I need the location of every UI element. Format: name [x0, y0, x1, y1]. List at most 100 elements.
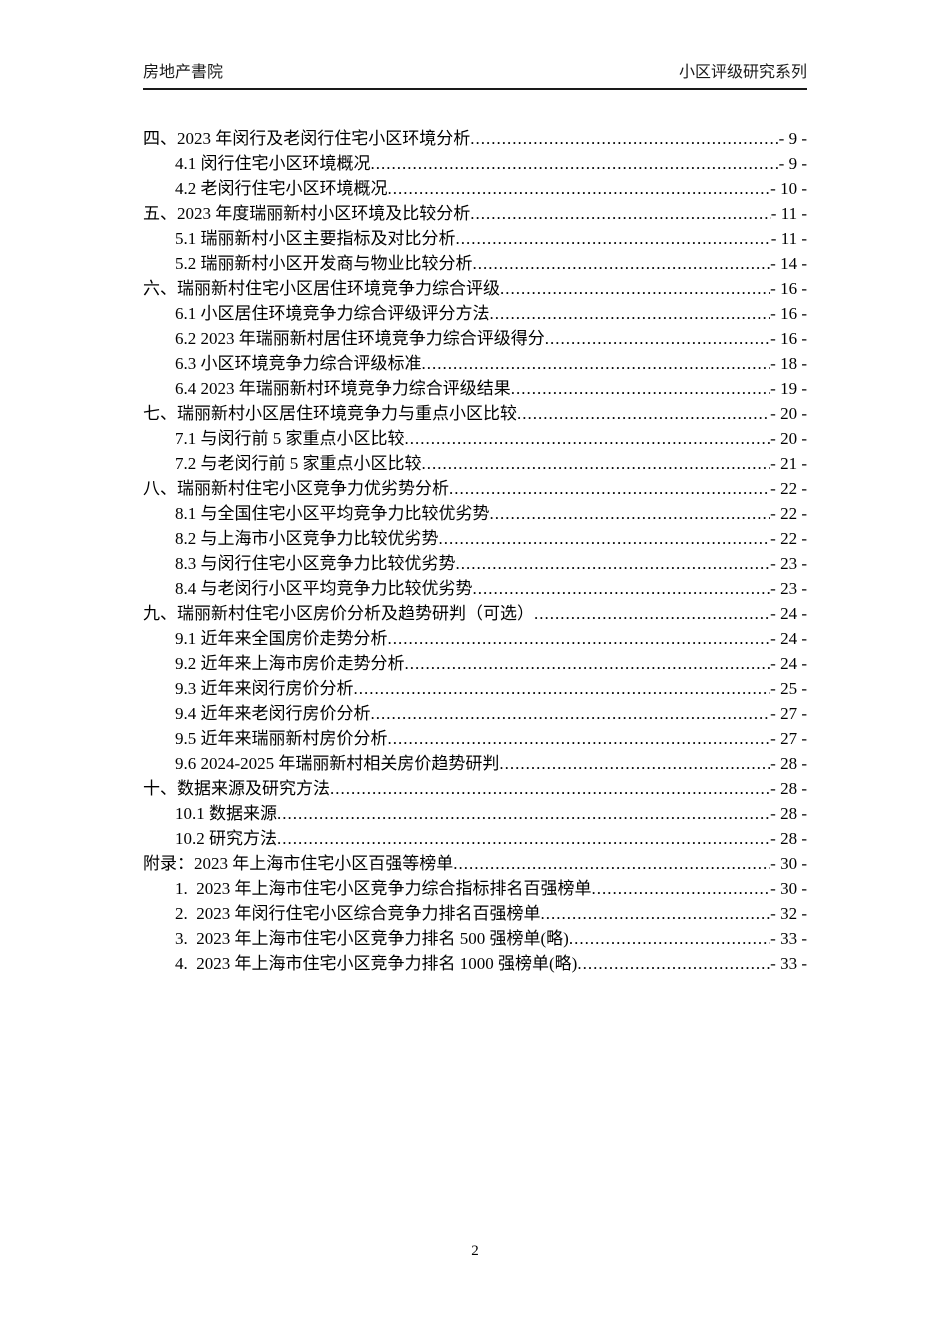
toc-entry-title: 四、2023 年闵行及老闵行住宅小区环境分析: [143, 129, 471, 148]
toc-entry-page: - 19 -: [770, 379, 807, 398]
dot-leader: [511, 376, 770, 401]
toc-entry-title: 3. 2023 年上海市住宅小区竞争力排名 500 强榜单(略): [175, 929, 569, 948]
toc-entry-title: 七、瑞丽新村小区居住环境竞争力与重点小区比较: [143, 404, 517, 423]
toc-entry: 九、瑞丽新村住宅小区房价分析及趋势研判（可选） - 24 -: [143, 601, 807, 626]
toc-entry: 6.4 2023 年瑞丽新村环境竞争力综合评级结果 - 19 -: [143, 376, 807, 401]
toc-entry-title: 1. 2023 年上海市住宅小区竞争力综合指标排名百强榜单: [175, 879, 592, 898]
toc-entry: 10.2 研究方法 - 28 -: [143, 826, 807, 851]
toc-entry: 6.2 2023 年瑞丽新村居住环境竞争力综合评级得分 - 16 -: [143, 326, 807, 351]
toc-entry-title: 9.6 2024-2025 年瑞丽新村相关房价趋势研判: [175, 754, 500, 773]
dot-leader: [517, 401, 770, 426]
toc-entry: 1. 2023 年上海市住宅小区竞争力综合指标排名百强榜单 - 30 -: [143, 876, 807, 901]
dot-leader: [500, 276, 770, 301]
toc-entry: 八、瑞丽新村住宅小区竞争力优劣势分析 - 22 -: [143, 476, 807, 501]
toc-entry: 5.1 瑞丽新村小区主要指标及对比分析 - 11 -: [143, 226, 807, 251]
toc-entry-title: 8.1 与全国住宅小区平均竞争力比较优劣势: [175, 504, 490, 523]
toc-entry: 五、2023 年度瑞丽新村小区环境及比较分析 - 11 -: [143, 201, 807, 226]
toc-entry-title: 6.1 小区居住环境竞争力综合评级评分方法: [175, 304, 490, 323]
dot-leader: [422, 351, 771, 376]
toc-entry-page: - 22 -: [770, 504, 807, 523]
dot-leader: [490, 301, 771, 326]
toc-entry-page: - 32 -: [770, 904, 807, 923]
toc-entry: 4.2 老闵行住宅小区环境概况 - 10 -: [143, 176, 807, 201]
toc-entry-title: 十、数据来源及研究方法: [143, 779, 330, 798]
toc-entry-page: - 22 -: [770, 479, 807, 498]
toc-entry-title: 9.5 近年来瑞丽新村房价分析: [175, 729, 388, 748]
toc-entry: 8.4 与老闵行小区平均竞争力比较优劣势 - 23 -: [143, 576, 807, 601]
dot-leader: [470, 126, 778, 151]
dot-leader: [453, 851, 770, 876]
dot-leader: [371, 701, 771, 726]
dot-leader: [388, 176, 771, 201]
dot-leader: [592, 876, 771, 901]
toc-entry-page: - 27 -: [770, 729, 807, 748]
header-left-title: 房地产書院: [143, 64, 224, 81]
toc-entry-page: - 23 -: [770, 579, 807, 598]
toc-entry: 七、瑞丽新村小区居住环境竞争力与重点小区比较 - 20 -: [143, 401, 807, 426]
toc-entry-page: - 10 -: [770, 179, 807, 198]
toc-entry-title: 10.2 研究方法: [175, 829, 277, 848]
toc-entry-page: - 30 -: [770, 854, 807, 873]
toc-entry-title: 9.1 近年来全国房价走势分析: [175, 629, 388, 648]
toc-entry: 6.3 小区环境竞争力综合评级标准 - 18 -: [143, 351, 807, 376]
toc-entry-page: - 33 -: [770, 929, 807, 948]
dot-leader: [456, 226, 771, 251]
toc-entry: 9.2 近年来上海市房价走势分析 - 24 -: [143, 651, 807, 676]
toc-entry-page: - 16 -: [770, 329, 807, 348]
dot-leader: [405, 426, 771, 451]
dot-leader: [388, 626, 771, 651]
dot-leader: [354, 676, 771, 701]
toc-entry-page: - 28 -: [770, 829, 807, 848]
header-right-title: 小区评级研究系列: [678, 64, 807, 81]
toc-entry-title: 8.2 与上海市小区竞争力比较优劣势: [175, 529, 439, 548]
toc-entry: 十、数据来源及研究方法 - 28 -: [143, 776, 807, 801]
toc-entry-page: - 24 -: [770, 604, 807, 623]
toc-entry: 9.1 近年来全国房价走势分析 - 24 -: [143, 626, 807, 651]
dot-leader: [473, 576, 771, 601]
dot-leader: [277, 801, 770, 826]
table-of-contents: 四、2023 年闵行及老闵行住宅小区环境分析- 9 -4.1 闵行住宅小区环境概…: [143, 126, 807, 976]
toc-entry-page: - 24 -: [770, 629, 807, 648]
toc-entry-title: 4. 2023 年上海市住宅小区竞争力排名 1000 强榜单(略): [175, 954, 578, 973]
toc-entry-title: 10.1 数据来源: [175, 804, 277, 823]
toc-entry-page: - 27 -: [770, 704, 807, 723]
toc-entry-title: 5.1 瑞丽新村小区主要指标及对比分析: [175, 229, 456, 248]
dot-leader: [449, 476, 770, 501]
toc-entry: 8.2 与上海市小区竞争力比较优劣势 - 22 -: [143, 526, 807, 551]
toc-entry: 9.5 近年来瑞丽新村房价分析 - 27 -: [143, 726, 807, 751]
toc-entry: 附录：2023 年上海市住宅小区百强等榜单 - 30 -: [143, 851, 807, 876]
dot-leader: [470, 201, 771, 226]
toc-entry-title: 4.2 老闵行住宅小区环境概况: [175, 179, 388, 198]
toc-entry-page: - 30 -: [770, 879, 807, 898]
toc-entry-title: 7.2 与老闵行前 5 家重点小区比较: [175, 454, 422, 473]
toc-entry: 9.4 近年来老闵行房价分析 - 27 -: [143, 701, 807, 726]
dot-leader: [577, 951, 770, 976]
dot-leader: [277, 826, 770, 851]
toc-entry-title: 八、瑞丽新村住宅小区竞争力优劣势分析: [143, 479, 449, 498]
dot-leader: [541, 901, 771, 926]
dot-leader: [371, 151, 779, 176]
toc-entry: 8.3 与闵行住宅小区竞争力比较优劣势 - 23 -: [143, 551, 807, 576]
page-footer: 2: [0, 1243, 950, 1260]
toc-entry: 6.1 小区居住环境竞争力综合评级评分方法 - 16 -: [143, 301, 807, 326]
toc-entry: 六、瑞丽新村住宅小区居住环境竞争力综合评级 - 16 -: [143, 276, 807, 301]
dot-leader: [330, 776, 770, 801]
toc-entry-page: - 11 -: [770, 229, 807, 248]
toc-entry-title: 附录：2023 年上海市住宅小区百强等榜单: [143, 854, 454, 873]
toc-entry-title: 六、瑞丽新村住宅小区居住环境竞争力综合评级: [143, 279, 500, 298]
toc-entry-page: - 28 -: [770, 754, 807, 773]
toc-entry: 9.6 2024-2025 年瑞丽新村相关房价趋势研判 - 28 -: [143, 751, 807, 776]
dot-leader: [439, 526, 771, 551]
dot-leader: [405, 651, 771, 676]
page-header: 房地产書院 小区评级研究系列: [143, 0, 807, 90]
toc-entry-page: - 18 -: [770, 354, 807, 373]
toc-entry-page: - 23 -: [770, 554, 807, 573]
toc-entry-page: - 28 -: [770, 779, 807, 798]
toc-entry: 4. 2023 年上海市住宅小区竞争力排名 1000 强榜单(略) - 33 -: [143, 951, 807, 976]
toc-entry-page: - 16 -: [770, 304, 807, 323]
dot-leader: [499, 751, 770, 776]
toc-entry-page: - 16 -: [770, 279, 807, 298]
toc-entry-page: - 20 -: [770, 429, 807, 448]
toc-entry-page: - 33 -: [770, 954, 807, 973]
toc-entry-title: 8.3 与闵行住宅小区竞争力比较优劣势: [175, 554, 456, 573]
